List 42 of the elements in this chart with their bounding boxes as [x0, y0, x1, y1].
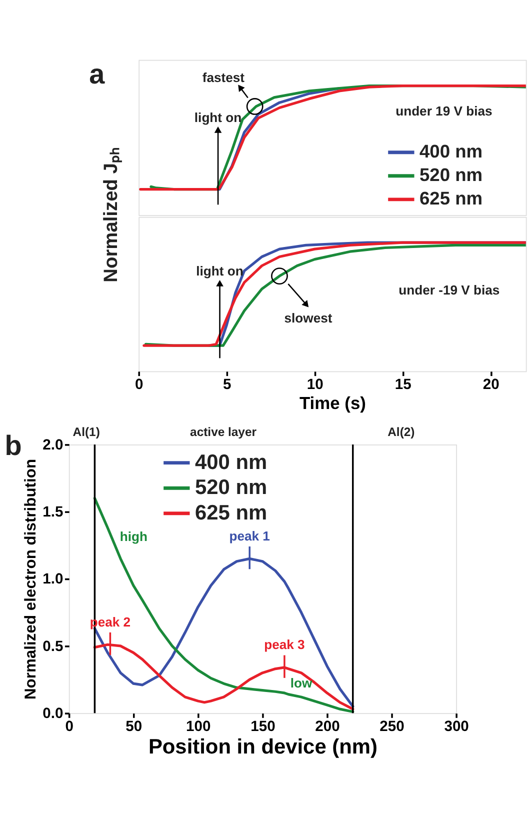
annotation: high	[120, 528, 148, 544]
annotation: peak 3	[264, 637, 305, 652]
annotation: slowest	[284, 310, 333, 326]
x-tick-label: 200	[315, 718, 340, 735]
annotation: under 19 V bias	[396, 104, 492, 119]
annotation: light on	[196, 263, 244, 278]
text: Al(2)	[388, 424, 415, 439]
annotation: fastest	[202, 70, 246, 86]
x-tick-label: 0	[134, 377, 144, 394]
y-tick-label: 0.0	[42, 706, 64, 722]
legend-label: 400 nm	[194, 450, 268, 474]
annotation: low	[290, 675, 313, 690]
legend-label: 625 nm	[419, 188, 483, 209]
y-tick-label: 1.0	[42, 572, 64, 588]
x-tick-label: 300	[444, 718, 469, 735]
text: a	[89, 58, 106, 90]
x-tick-label: 10	[306, 377, 324, 394]
x-axis-title: Position in device (nm)	[148, 736, 378, 759]
text: active layer	[190, 424, 257, 439]
legend-label: 520 nm	[419, 164, 483, 186]
text: Al(1)	[72, 424, 100, 439]
y-tick-label: 2.0	[42, 437, 64, 454]
y-tick-label: 1.5	[42, 504, 64, 520]
legend-label: 625 nm	[194, 502, 268, 525]
legend-label: 520 nm	[194, 476, 268, 500]
y-axis-title: Normalized Jₚₕ	[100, 147, 122, 282]
x-tick-label: 50	[126, 718, 142, 735]
x-tick-label: 5	[222, 377, 232, 394]
x-tick-label: 250	[380, 718, 404, 735]
y-axis-title: Normalized electron distribution	[22, 458, 40, 700]
x-tick-label: 100	[186, 718, 211, 735]
x-tick-label: 15	[394, 377, 412, 394]
legend-label: 400 nm	[419, 140, 483, 162]
x-tick-label: 150	[250, 718, 276, 735]
x-axis-title: Time (s)	[299, 393, 366, 414]
y-tick-label: 0.5	[42, 638, 64, 655]
x-tick-label: 20	[482, 377, 500, 394]
text: b	[4, 430, 22, 461]
annotation: peak 1	[229, 528, 270, 544]
annotation: light on	[194, 110, 242, 125]
x-tick-label: 0	[65, 718, 74, 735]
annotation: under -19 V bias	[398, 282, 500, 298]
